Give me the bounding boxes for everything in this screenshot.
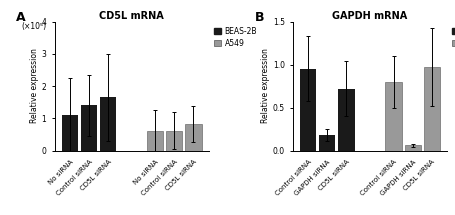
Bar [404,145,420,150]
Bar [338,89,354,150]
Text: B: B [254,11,263,24]
Bar [81,105,97,150]
Bar [61,115,78,150]
Title: CD5L mRNA: CD5L mRNA [99,11,164,21]
Text: (×10⁵): (×10⁵) [21,22,46,31]
Bar [318,135,335,150]
Title: GAPDH mRNA: GAPDH mRNA [332,11,407,21]
Bar [299,69,316,150]
Bar [185,124,201,150]
Bar [384,82,401,150]
Y-axis label: Relative expression: Relative expression [260,49,269,123]
Y-axis label: Relative expression: Relative expression [30,49,39,123]
Legend: BEAS-2B, A549: BEAS-2B, A549 [212,25,258,49]
Bar [166,131,182,150]
Bar [100,97,116,150]
Bar [147,131,163,150]
Legend: BEAS-2B, A549: BEAS-2B, A549 [450,25,455,49]
Text: A: A [16,11,26,24]
Bar [423,67,439,150]
